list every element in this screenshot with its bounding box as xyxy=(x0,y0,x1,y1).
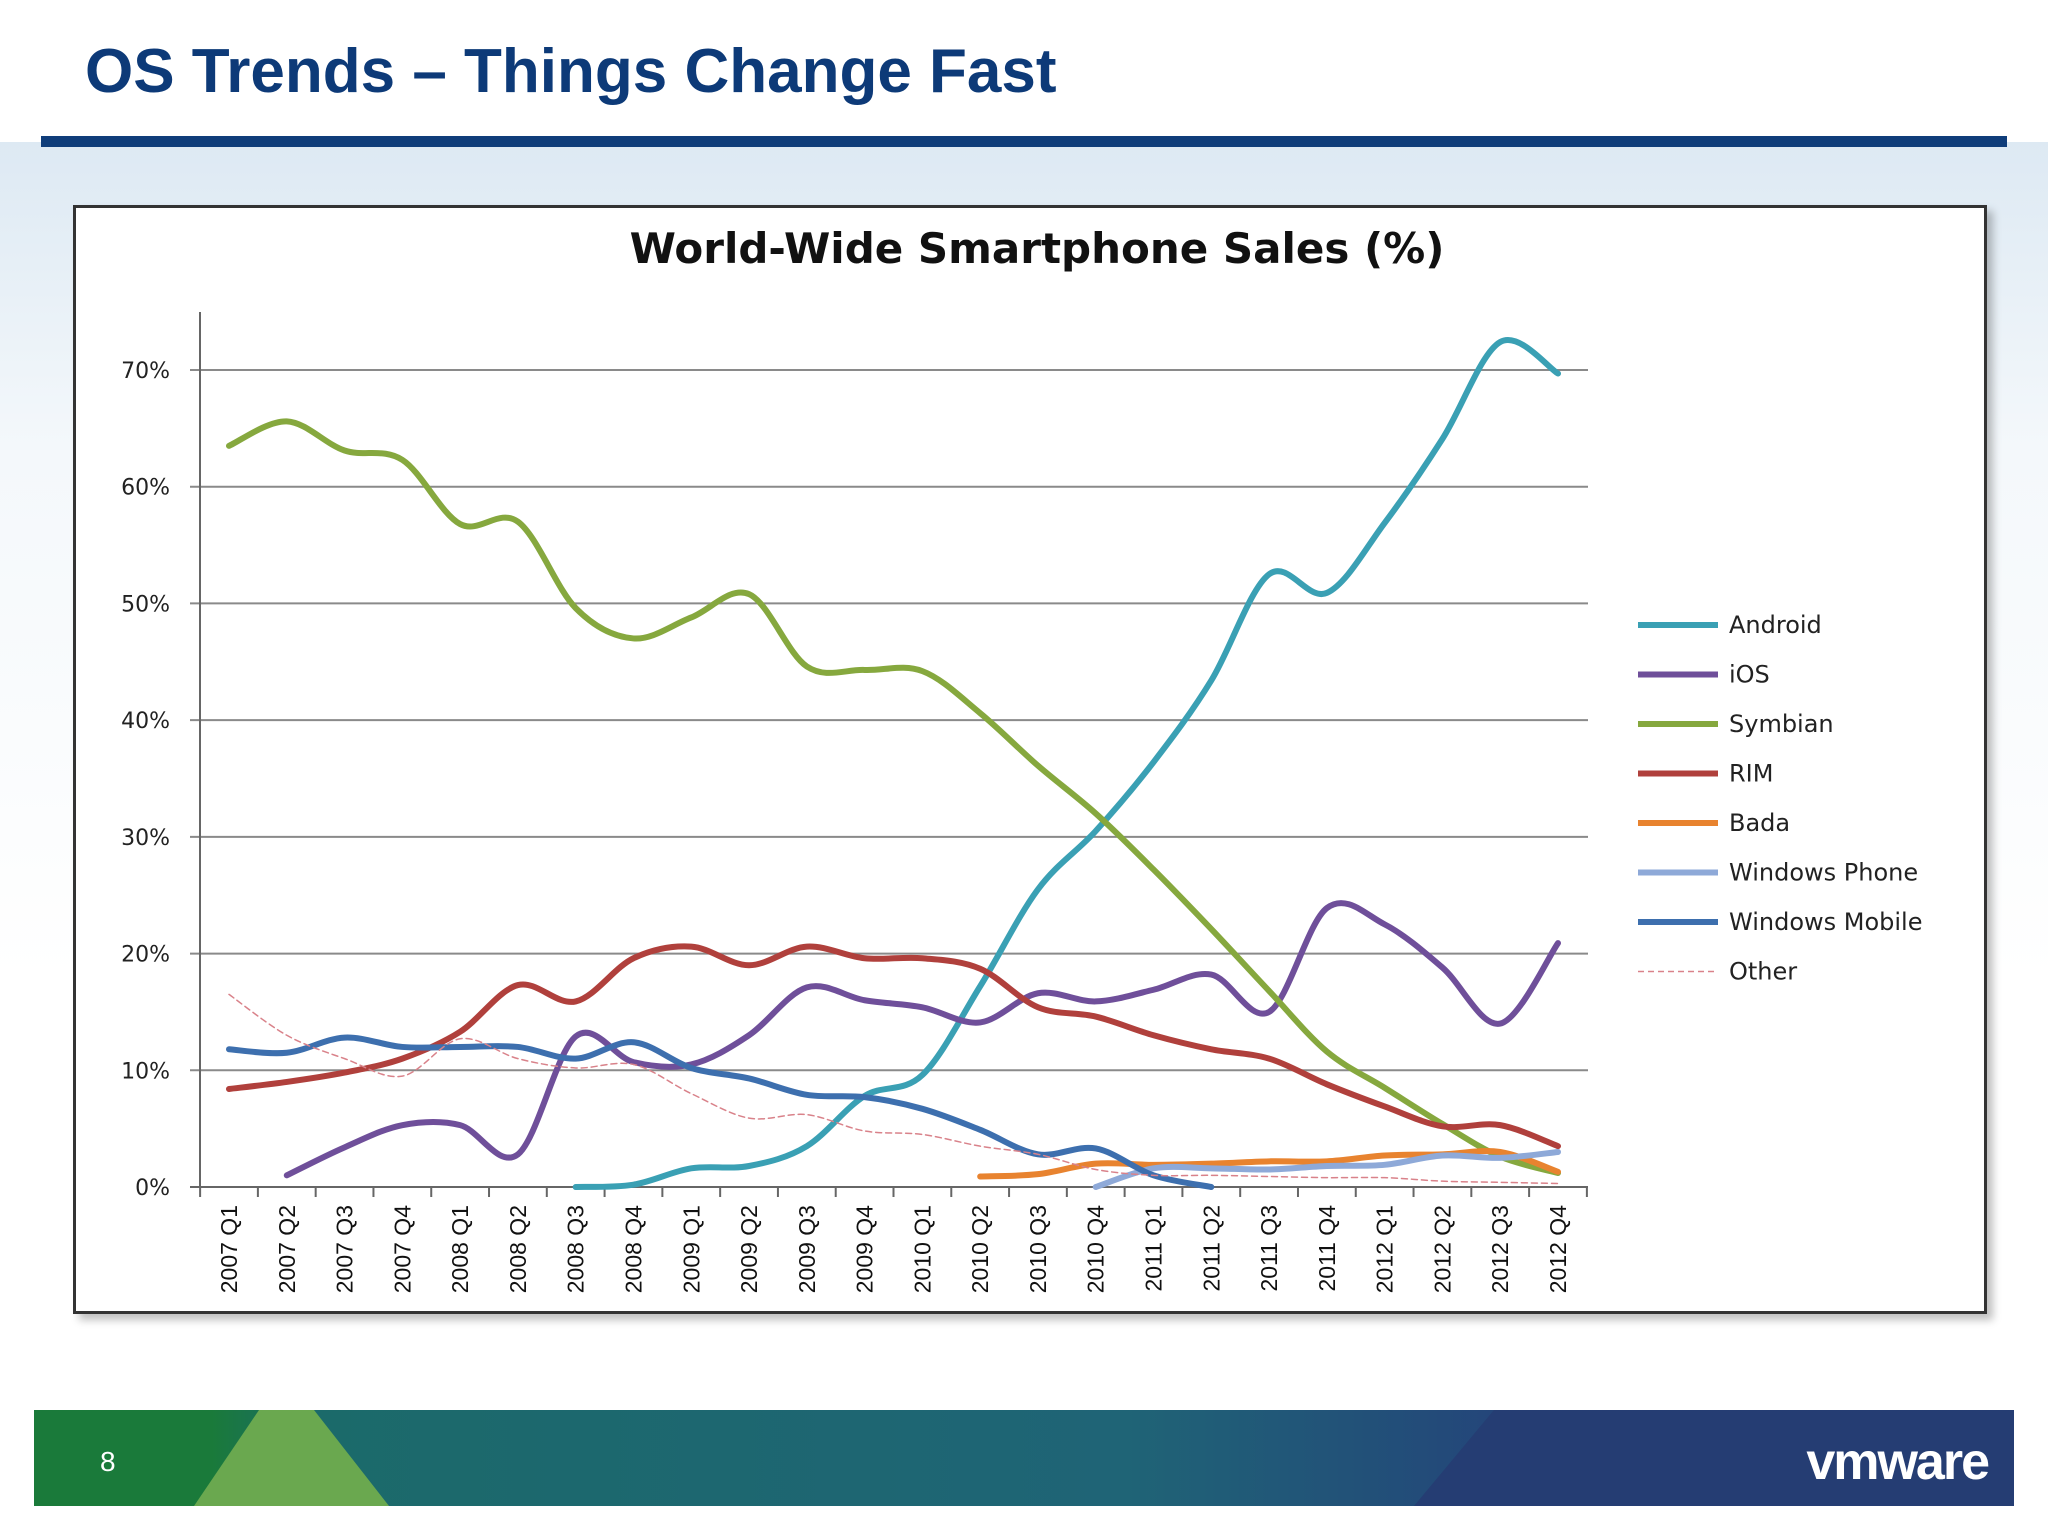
x-tick-label: 2008 Q2 xyxy=(505,1205,531,1293)
x-tick-label: 2007 Q4 xyxy=(389,1205,415,1293)
y-tick-label: 40% xyxy=(121,709,170,734)
footer-decoration xyxy=(194,1410,2014,1506)
x-tick-label: 2008 Q3 xyxy=(563,1205,589,1293)
series-android xyxy=(572,337,1561,1190)
slide-title: OS Trends – Things Change Fast xyxy=(85,37,1057,106)
legend-label: Windows Mobile xyxy=(1729,908,1923,936)
x-tick-label: 2009 Q2 xyxy=(736,1205,762,1293)
series-other xyxy=(228,993,1559,1185)
legend-item: Bada xyxy=(1638,809,1790,837)
x-tick-label: 2010 Q3 xyxy=(1025,1205,1051,1293)
legend-label: RIM xyxy=(1729,760,1773,788)
chart-title: World-Wide Smartphone Sales (%) xyxy=(630,224,1445,273)
x-tick-label: 2012 Q3 xyxy=(1487,1205,1513,1293)
legend-item: iOS xyxy=(1638,661,1770,689)
x-tick-label: 2009 Q1 xyxy=(678,1205,704,1293)
x-tick-label: 2008 Q1 xyxy=(447,1205,473,1293)
series-ios xyxy=(283,900,1561,1179)
series-symbian xyxy=(226,418,1561,1176)
legend-label: iOS xyxy=(1729,661,1770,689)
legend-item: Other xyxy=(1638,958,1797,986)
x-tick-label: 2007 Q1 xyxy=(216,1205,242,1293)
y-tick-label: 20% xyxy=(121,943,170,968)
y-tick-label: 10% xyxy=(121,1059,170,1084)
x-tick-label: 2011 Q2 xyxy=(1198,1205,1224,1292)
x-tick-label: 2011 Q3 xyxy=(1256,1205,1282,1292)
series-line xyxy=(226,1034,1215,1190)
x-tick-label: 2009 Q3 xyxy=(794,1205,820,1293)
legend-item: Windows Mobile xyxy=(1638,908,1923,936)
series-line xyxy=(1092,1148,1561,1190)
y-tick-label: 50% xyxy=(121,592,170,617)
x-tick-label: 2011 Q1 xyxy=(1141,1205,1167,1292)
x-tick-label: 2011 Q4 xyxy=(1314,1205,1340,1292)
x-tick-label: 2009 Q4 xyxy=(852,1205,878,1293)
legend-item: RIM xyxy=(1638,760,1773,788)
legend-label: Bada xyxy=(1729,809,1790,837)
x-tick-label: 2007 Q2 xyxy=(274,1205,300,1293)
x-tick-label: 2007 Q3 xyxy=(332,1205,358,1293)
page-number: 8 xyxy=(100,1446,116,1477)
series-rim xyxy=(226,943,1561,1150)
legend-item: Symbian xyxy=(1638,710,1834,738)
footer-block-right xyxy=(1414,1410,2014,1506)
legend-label: Android xyxy=(1729,611,1822,639)
legend-label: Windows Phone xyxy=(1729,859,1918,887)
x-tick-label: 2012 Q2 xyxy=(1429,1205,1455,1293)
legend-label: Symbian xyxy=(1729,710,1834,738)
y-tick-label: 70% xyxy=(121,359,170,384)
x-tick-label: 2008 Q4 xyxy=(620,1205,646,1293)
legend-label: Other xyxy=(1729,958,1797,986)
x-tick-label: 2010 Q2 xyxy=(967,1205,993,1293)
x-tick-label: 2010 Q1 xyxy=(909,1205,935,1293)
x-tick-label: 2012 Q1 xyxy=(1372,1205,1398,1293)
x-tick-label: 2010 Q4 xyxy=(1083,1205,1109,1293)
y-tick-label: 60% xyxy=(121,476,170,501)
title-underline xyxy=(41,136,2007,147)
legend-item: Windows Phone xyxy=(1638,859,1918,887)
footer-band xyxy=(34,1410,2014,1506)
legend-item: Android xyxy=(1638,611,1822,639)
series-line xyxy=(572,337,1561,1190)
series-windows-mobile xyxy=(226,1034,1215,1190)
y-tick-label: 30% xyxy=(121,826,170,851)
x-tick-label: 2012 Q4 xyxy=(1545,1205,1571,1293)
series-windows-phone xyxy=(1092,1148,1561,1190)
vmware-logo: vmware xyxy=(1806,1433,1990,1491)
y-tick-label: 0% xyxy=(135,1176,170,1201)
footer-triangle-left xyxy=(194,1410,389,1506)
